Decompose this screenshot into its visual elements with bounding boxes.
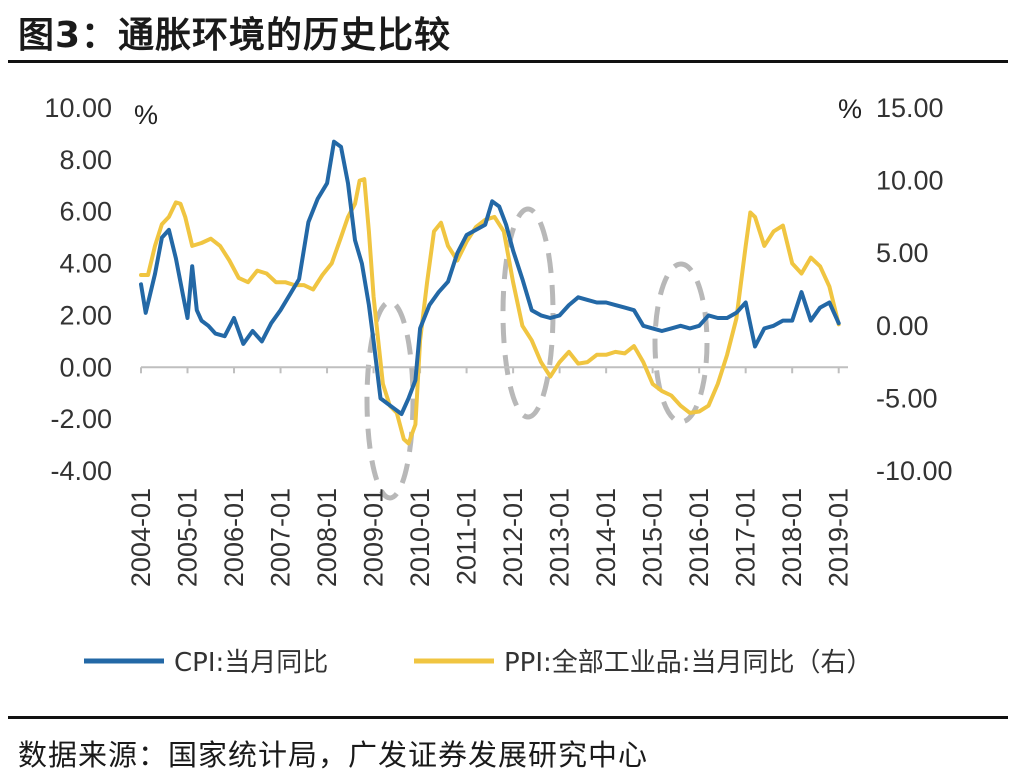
x-tick-label: 2015-01: [638, 488, 668, 587]
source-note: 数据来源：国家统计局，广发证券发展研究中心: [18, 738, 649, 772]
legend-cpi-label: CPI:当月同比: [174, 648, 328, 678]
legend: CPI:当月同比 PPI:全部工业品:当月同比（右）: [84, 648, 873, 678]
figure-title: 图3：通胀环境的历史比较: [18, 15, 452, 56]
x-tick-label: 2012-01: [498, 488, 528, 587]
ppi-series-line: [139, 177, 841, 446]
x-tick-label: 2013-01: [545, 488, 575, 587]
x-tick-label: 2019-01: [824, 488, 854, 587]
x-axis: [140, 366, 848, 374]
cpi-series-line: [139, 139, 841, 416]
x-tick-label: 2017-01: [731, 488, 761, 587]
right-unit-label: %: [838, 94, 862, 124]
x-tick-label: 2005-01: [173, 488, 203, 587]
right-tick-label: 0.00: [876, 311, 929, 341]
x-tick-label: 2009-01: [359, 488, 389, 587]
x-tick-label: 2018-01: [777, 488, 807, 587]
left-tick-label: 2.00: [59, 300, 112, 330]
inflation-chart: 10.00 8.00 6.00 4.00 2.00 0.00 -2.00 -4.00% 15.…: [44, 93, 953, 678]
top-rule: [8, 60, 1008, 63]
right-tick-label: 15.00: [876, 93, 944, 123]
legend-ppi-label: PPI:全部工业品:当月同比（右）: [504, 648, 873, 678]
right-tick-label: 5.00: [876, 238, 929, 268]
x-tick-label: 2016-01: [684, 488, 714, 587]
right-tick-label: -10.00: [876, 456, 953, 486]
x-tick-label: 2011-01: [452, 488, 482, 585]
bottom-rule: [8, 716, 1008, 719]
highlight-ellipses: [364, 206, 710, 501]
left-tick-label: 8.00: [59, 145, 112, 175]
x-tick-label: 2010-01: [405, 488, 435, 587]
left-tick-label: 10.00: [44, 93, 112, 123]
left-y-axis-ticks: 10.00 8.00 6.00 4.00 2.00 0.00 -2.00 -4.00%: [44, 93, 158, 486]
highlight-ellipse-1: [364, 299, 416, 501]
series-lines: [139, 139, 841, 446]
x-tick-label: 2006-01: [219, 488, 249, 587]
x-tick-label: 2007-01: [266, 488, 296, 587]
left-tick-label: 6.00: [59, 197, 112, 227]
x-tick-label: 2008-01: [312, 488, 342, 587]
left-tick-label: -4.00: [50, 456, 112, 486]
x-axis-ticks: 2004-01 2005-01 2006-01 2007-01 2008-01 2009-…: [126, 488, 854, 587]
highlight-ellipse-2: [500, 206, 556, 420]
left-tick-label: -2.00: [50, 404, 112, 434]
left-tick-label: 0.00: [59, 352, 112, 382]
highlight-ellipse-3: [652, 261, 710, 425]
right-tick-label: -5.00: [876, 383, 938, 413]
left-unit-label: %: [134, 100, 158, 130]
right-y-axis-ticks: 15.00 10.00 5.00 0.00 -5.00 -10.00%: [838, 93, 953, 486]
left-tick-label: 4.00: [59, 249, 112, 279]
x-tick-label: 2004-01: [126, 488, 156, 587]
x-tick-label: 2014-01: [591, 488, 621, 587]
right-tick-label: 10.00: [876, 166, 944, 196]
